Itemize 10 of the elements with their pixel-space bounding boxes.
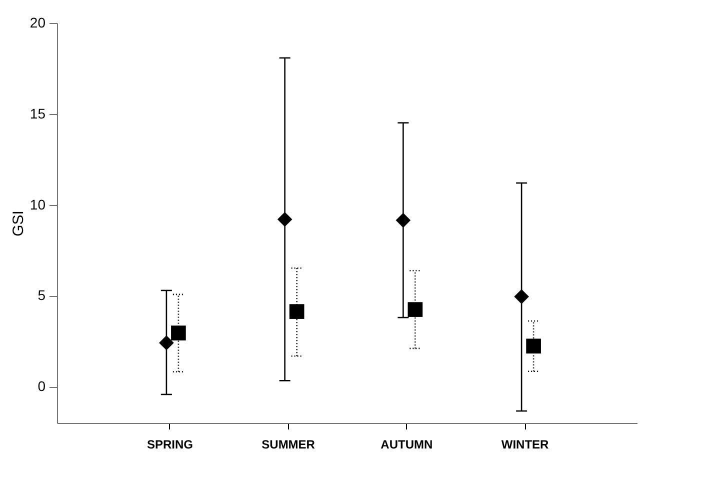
x-tick-label: SPRING (146, 438, 193, 452)
y-tick-label: 0 (38, 378, 46, 394)
y-tick-label: 5 (38, 287, 46, 304)
x-tick-label: AUTUMN (380, 438, 433, 452)
x-tick-label: WINTER (501, 438, 550, 452)
y-tick-label: 15 (30, 105, 46, 122)
y-axis-title: GSI (10, 210, 27, 236)
y-tick-label: 20 (30, 14, 46, 30)
y-tick-label: 10 (30, 196, 46, 212)
x-tick-label: SUMMER (262, 438, 316, 452)
